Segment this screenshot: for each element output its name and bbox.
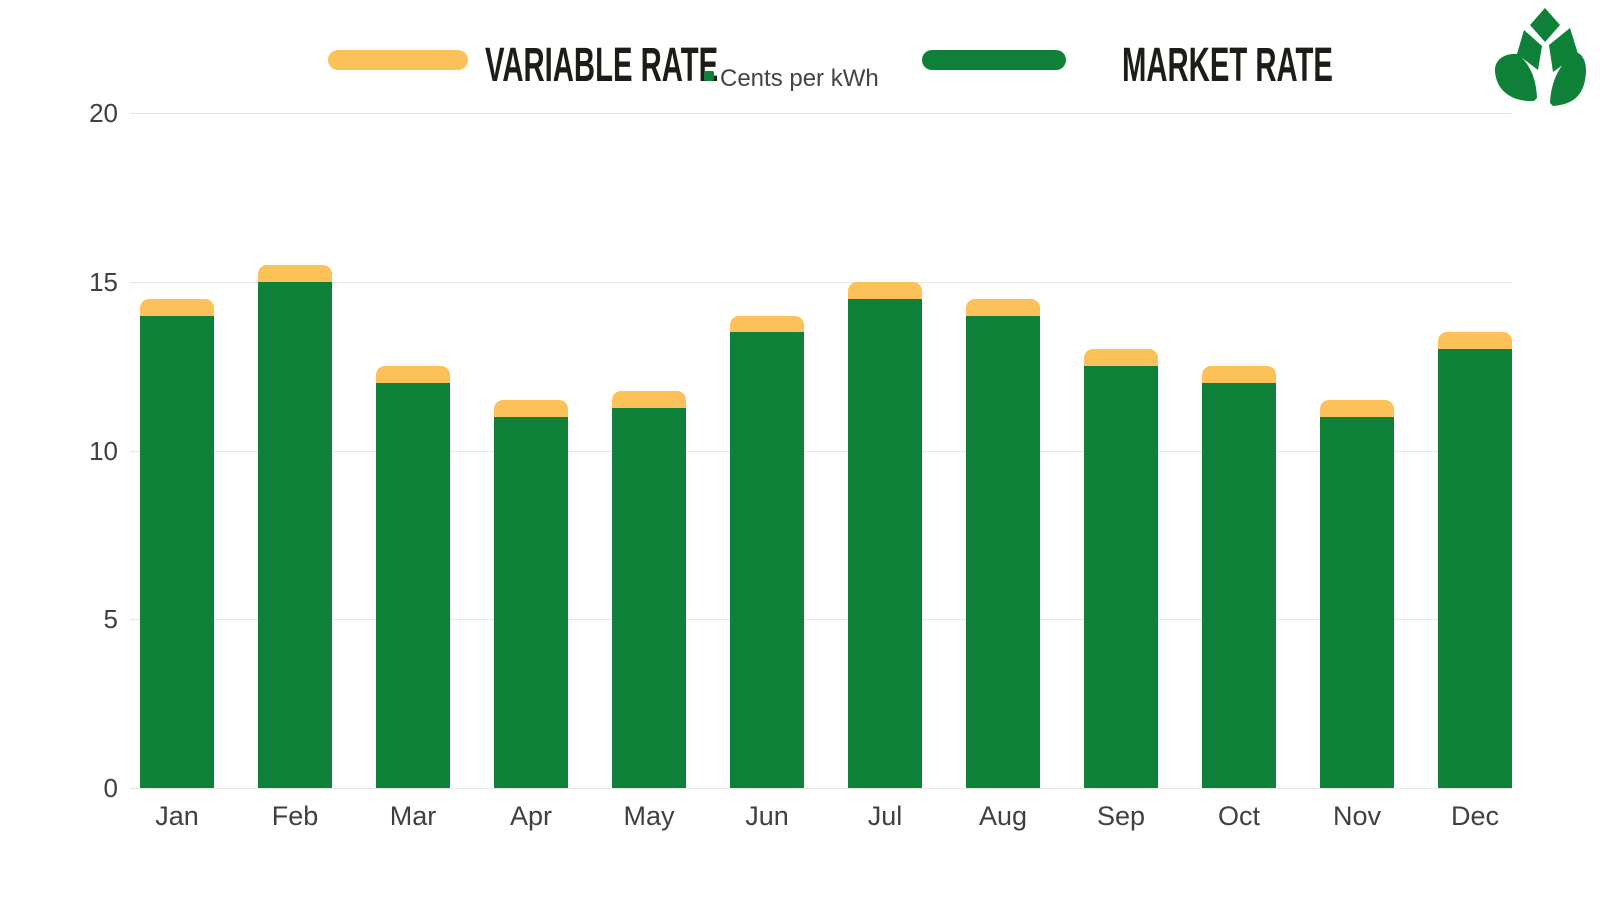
bar-market-jul xyxy=(848,298,922,788)
bar-market-jan xyxy=(140,315,214,788)
y-axis-tick-5: 5 xyxy=(103,604,118,635)
units-label: Cents per kWh xyxy=(720,65,879,92)
gridline-15 xyxy=(130,281,1512,283)
gridline-5 xyxy=(130,619,1512,621)
gridline-20 xyxy=(130,113,1512,114)
bar-market-nov xyxy=(1320,416,1394,788)
variable-rate-swatch xyxy=(328,50,468,70)
x-axis-label-jan: Jan xyxy=(155,801,199,831)
x-axis-label-apr: Apr xyxy=(509,801,553,831)
x-axis-label-jul: Jul xyxy=(867,801,903,831)
leaf-mid-right xyxy=(1549,28,1578,72)
bar-market-apr xyxy=(494,416,568,788)
y-axis-tick-0: 0 xyxy=(103,773,118,803)
x-axis-label-dec: Dec xyxy=(1450,801,1499,831)
bar-market-may xyxy=(612,408,686,788)
gridline-0 xyxy=(130,788,1512,789)
leaf-bottom-right xyxy=(1550,52,1586,106)
x-axis-label-nov: Nov xyxy=(1332,801,1381,831)
x-axis-label-aug: Aug xyxy=(978,801,1028,831)
bar-market-dec xyxy=(1438,349,1512,788)
units-bullet-icon xyxy=(704,71,714,81)
bar-market-jun xyxy=(730,332,804,788)
leaf-logo xyxy=(1494,8,1586,106)
y-axis-tick-15: 15 xyxy=(89,266,118,297)
bar-market-sep xyxy=(1084,366,1158,788)
gridline-10 xyxy=(130,450,1512,452)
bar-market-feb xyxy=(258,281,332,788)
leaf-bottom-left xyxy=(1494,53,1537,102)
bar-market-aug xyxy=(966,315,1040,788)
leaf-top-diamond xyxy=(1530,8,1560,42)
market-rate-swatch xyxy=(922,50,1066,70)
y-axis-tick-10: 10 xyxy=(89,435,118,466)
variable-rate-label: VARIABLE RATE xyxy=(485,39,719,92)
y-axis-tick-20: 20 xyxy=(89,98,118,128)
bar-market-oct xyxy=(1202,383,1276,788)
bar-market-mar xyxy=(376,383,450,788)
leaf-mid-left xyxy=(1517,30,1542,70)
x-axis-label-may: May xyxy=(623,801,675,831)
x-axis-label-jun: Jun xyxy=(745,801,789,831)
x-axis-label-mar: Mar xyxy=(389,801,437,831)
x-axis-label-oct: Oct xyxy=(1217,801,1260,831)
x-axis-label-feb: Feb xyxy=(271,801,319,831)
market-rate-label: MARKET RATE xyxy=(1122,39,1333,92)
x-axis-label-sep: Sep xyxy=(1096,801,1146,831)
